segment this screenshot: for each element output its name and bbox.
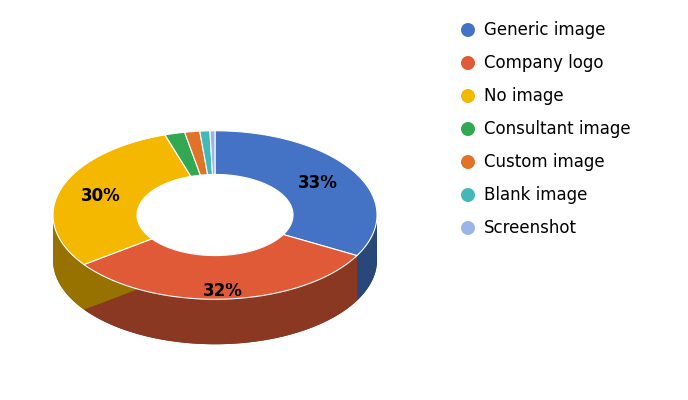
Polygon shape <box>84 239 152 310</box>
Circle shape <box>461 23 475 37</box>
Circle shape <box>461 155 475 169</box>
Polygon shape <box>283 234 357 300</box>
Text: 30%: 30% <box>81 187 121 205</box>
Polygon shape <box>84 234 357 299</box>
Circle shape <box>461 188 475 202</box>
Polygon shape <box>137 215 152 284</box>
Text: 32%: 32% <box>202 282 242 300</box>
Polygon shape <box>184 131 208 175</box>
Polygon shape <box>210 131 215 174</box>
Text: No image: No image <box>484 87 563 105</box>
Text: Company logo: Company logo <box>484 54 603 72</box>
Polygon shape <box>53 260 152 310</box>
Circle shape <box>461 89 475 103</box>
Circle shape <box>461 221 475 235</box>
Polygon shape <box>53 215 84 310</box>
Text: 33%: 33% <box>299 174 338 192</box>
Polygon shape <box>283 260 377 300</box>
Circle shape <box>461 122 475 136</box>
Text: Blank image: Blank image <box>484 186 588 204</box>
Polygon shape <box>152 234 283 300</box>
Text: Screenshot: Screenshot <box>484 219 577 237</box>
Circle shape <box>461 56 475 70</box>
Text: Generic image: Generic image <box>484 21 605 39</box>
Polygon shape <box>53 135 191 264</box>
Text: Custom image: Custom image <box>484 153 605 171</box>
Polygon shape <box>283 234 357 300</box>
Polygon shape <box>165 132 200 176</box>
Polygon shape <box>357 215 377 300</box>
Polygon shape <box>84 239 152 310</box>
Polygon shape <box>215 131 377 256</box>
Polygon shape <box>84 256 357 344</box>
Text: Consultant image: Consultant image <box>484 120 631 138</box>
Polygon shape <box>283 215 293 280</box>
Polygon shape <box>84 280 357 344</box>
Polygon shape <box>200 131 213 175</box>
